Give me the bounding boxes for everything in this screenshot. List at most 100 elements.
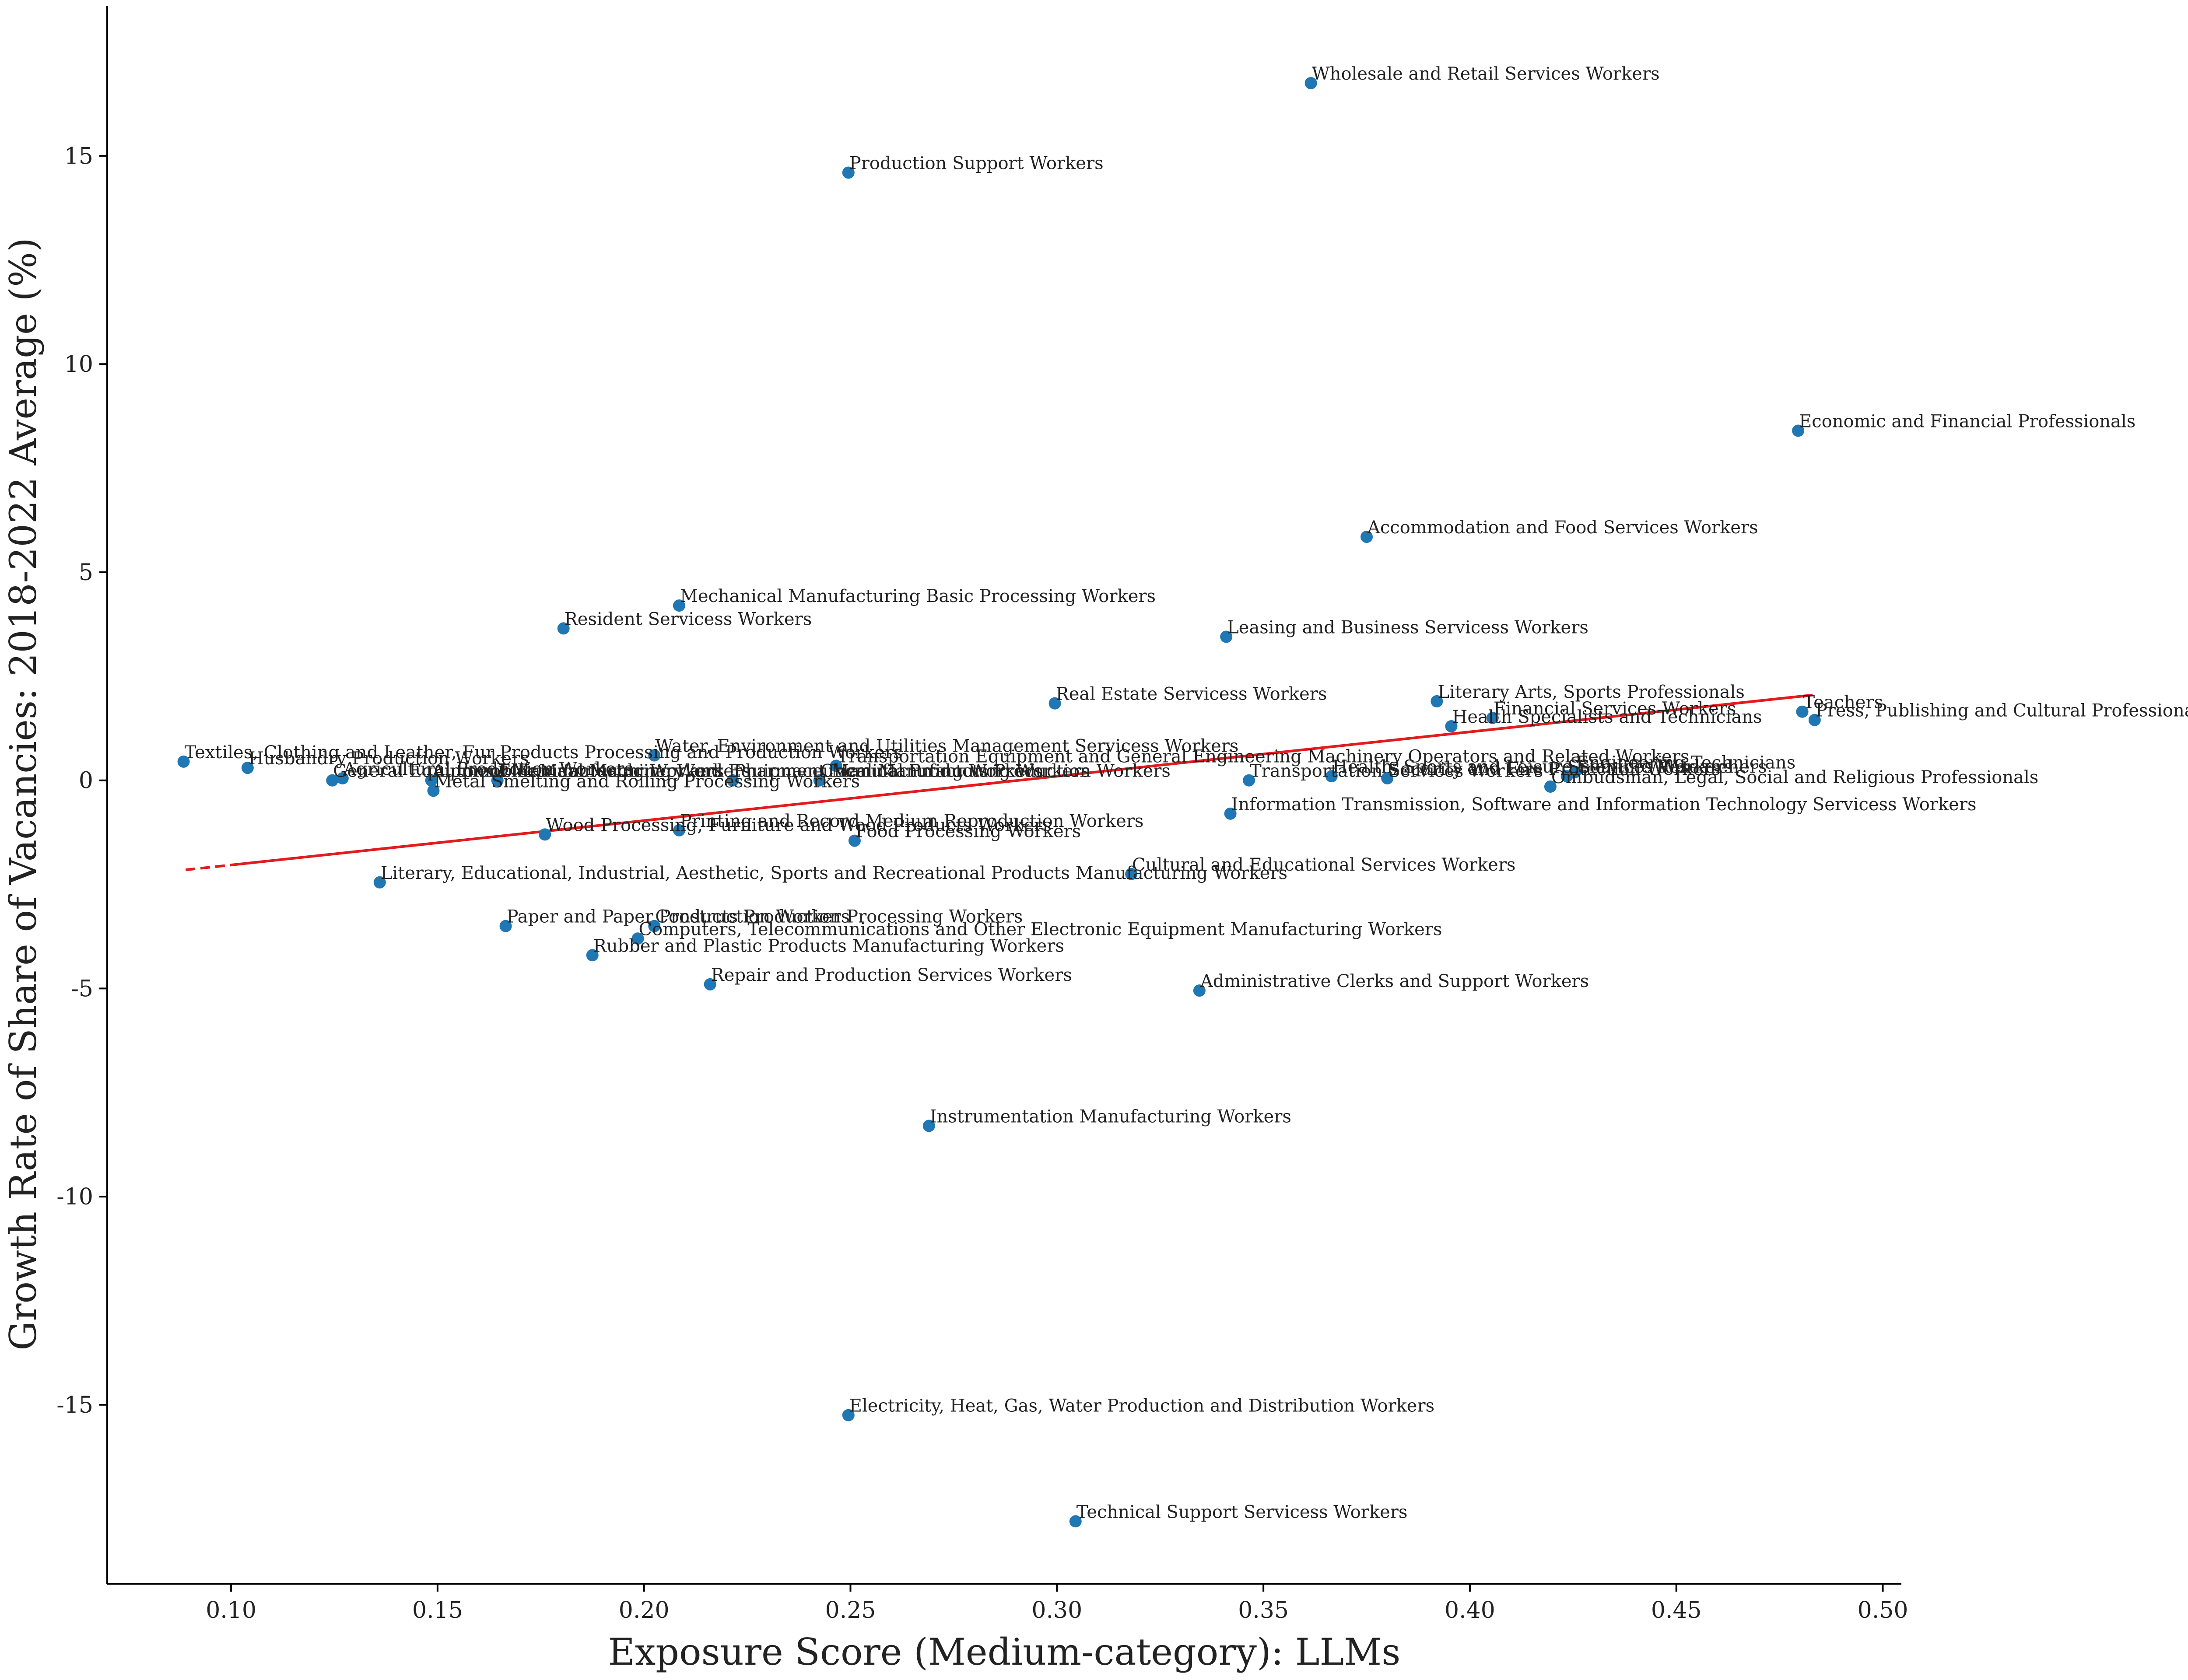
data-point-label: Health, Sports and Leisure Services Work…: [1332, 757, 1733, 777]
y-axis-title: Growth Rate of Share of Vacancies: 2018-…: [2, 238, 45, 1351]
data-point: [1325, 770, 1338, 783]
data-point-label: Accommodation and Food Services Workers: [1367, 518, 1758, 538]
data-points: [177, 77, 1821, 1528]
data-point-label: Computers, Telecommunications and Other …: [639, 919, 1442, 939]
data-point-label: Chemical Products Production Workers: [820, 761, 1171, 781]
data-point: [539, 828, 551, 841]
data-point-label: Financial Services Workers: [1494, 699, 1736, 719]
data-point-label: Agricultural Production Workers: [343, 759, 633, 779]
data-point-label: Information Transmission, Software and I…: [1231, 794, 1977, 815]
data-point: [1796, 705, 1809, 718]
data-point-label: General Equipment Manufacturing Workers: [333, 761, 724, 781]
data-point: [177, 755, 190, 768]
trend-line-solid-segment: [235, 693, 1813, 866]
data-point-label: Teachers: [1803, 693, 1883, 713]
x-tick-label: 0.20: [619, 1597, 670, 1624]
data-point: [1069, 1515, 1082, 1528]
data-point: [557, 622, 570, 635]
x-axis-title: Exposure Score (Medium-category): LLMs: [608, 1631, 1401, 1673]
y-tick-label: -5: [71, 976, 93, 1002]
y-tick-label: 15: [64, 144, 93, 170]
data-point: [427, 784, 440, 797]
data-point-label: Engineering Technicians: [1576, 753, 1796, 773]
data-point: [425, 774, 438, 787]
data-point: [336, 772, 349, 784]
x-tick-label: 0.25: [825, 1597, 876, 1624]
y-tick-label: 0: [79, 768, 93, 794]
data-point: [1808, 714, 1821, 726]
x-tick-label: 0.15: [412, 1597, 463, 1624]
x-ticks: 0.10 0.15 0.20 0.25 0.30 0.35 0.40 0.45 0.50: [206, 1584, 1908, 1624]
data-point-label: Press, Publishing and Cultural Professio…: [1816, 701, 2188, 721]
data-point-label: Printing and Record Medium Reproduction …: [680, 811, 1144, 831]
data-point-label: Wholesale and Retail Services Workers: [1312, 64, 1660, 84]
data-point-label: Scientific Researchers: [1568, 757, 1767, 777]
y-tick-label: -10: [56, 1184, 93, 1210]
data-point-label: Mechanical Manufacturing Basic Processin…: [680, 586, 1156, 606]
data-point-label: Real Estate Servicess Workers: [1056, 684, 1327, 704]
data-point: [726, 774, 739, 787]
data-point-label: Repair and Production Services Workers: [711, 965, 1072, 985]
y-tick-label: 5: [79, 560, 93, 586]
data-point: [1048, 697, 1061, 710]
data-point-label: Production Support Workers: [849, 154, 1104, 174]
data-point: [499, 920, 512, 932]
y-tick-label: -15: [56, 1392, 93, 1418]
x-tick-label: 0.10: [206, 1597, 256, 1624]
data-point: [1486, 711, 1499, 724]
point-labels: Wholesale and Retail Services Workers Pro…: [185, 64, 2188, 1522]
data-point: [648, 920, 661, 932]
data-point-label: Water, Environment and Utilities Managem…: [655, 736, 1238, 756]
y-tick-label: 10: [64, 351, 93, 378]
x-tick-label: 0.30: [1031, 1597, 1082, 1624]
data-point-label: Electricity, Heat, Gas, Water Production…: [849, 1396, 1434, 1416]
trend-line-dashed-segment: [185, 863, 235, 872]
data-point: [1125, 868, 1138, 880]
data-point-label: Husbandry Production Workers: [249, 749, 529, 769]
data-point-label: Automobile Manufacturing Workers: [432, 761, 751, 781]
data-point-label: Security and Fire Protection Workers: [1388, 759, 1720, 779]
data-point: [241, 762, 254, 774]
data-point: [1224, 807, 1237, 820]
data-point: [1381, 772, 1394, 784]
data-point: [586, 949, 599, 962]
data-point-label: Ombudsman, Legal, Social and Religious P…: [1551, 767, 2038, 788]
data-point-label: Construction Workers: [655, 907, 850, 927]
data-point: [1445, 720, 1458, 733]
data-point-label: Technical Support Servicess Workers: [1076, 1502, 1408, 1522]
data-point-label: Textiles, Clothing and Leather, Fur Prod…: [185, 742, 902, 763]
data-point-label: Rubber and Plastic Products Manufacturin…: [593, 936, 1064, 956]
data-point: [631, 932, 644, 945]
data-point: [326, 774, 339, 787]
data-point-label: Health Specialists and Technicians: [1452, 707, 1762, 727]
data-point-label: Economic and Financial Professionals: [1799, 411, 2135, 431]
data-point: [842, 166, 855, 179]
data-point: [673, 824, 685, 836]
data-point: [1304, 77, 1317, 90]
data-point: [1431, 695, 1443, 707]
data-point-label: Electrical Machinery and Equipment Manuf…: [498, 761, 1043, 781]
axes: [106, 6, 1901, 1585]
data-point: [673, 599, 685, 612]
data-point-label: Metal Smelting and Rolling Processing Wo…: [434, 771, 860, 791]
data-point: [1360, 531, 1373, 543]
data-point-label: Leasing and Business Servicess Workers: [1227, 617, 1588, 637]
data-point-label: Literary Arts, Sports Professionals: [1438, 682, 1745, 702]
data-point: [648, 749, 661, 762]
data-point-label: Cultural and Educational Services Worker…: [1132, 855, 1515, 875]
data-point: [1220, 630, 1233, 643]
data-point-label: Pharmaceutical Manufacturing Workers: [734, 761, 1090, 781]
data-point: [1243, 774, 1255, 787]
y-ticks: 15 10 5 0 -5 -10 -15: [56, 144, 107, 1418]
data-point-label: Paper and Paper Products Production Proc…: [507, 907, 1023, 927]
data-point: [848, 834, 861, 847]
data-point-label: Resident Servicess Workers: [565, 609, 812, 629]
data-point-label: Instrumentation Manufacturing Workers: [930, 1106, 1291, 1127]
data-point: [373, 876, 386, 889]
trend-line: [185, 693, 1813, 872]
data-point: [1792, 424, 1805, 437]
data-point: [1560, 770, 1573, 783]
data-point-label: Administrative Clerks and Support Worker…: [1200, 971, 1589, 991]
data-point: [1193, 984, 1206, 997]
data-point: [922, 1120, 935, 1132]
